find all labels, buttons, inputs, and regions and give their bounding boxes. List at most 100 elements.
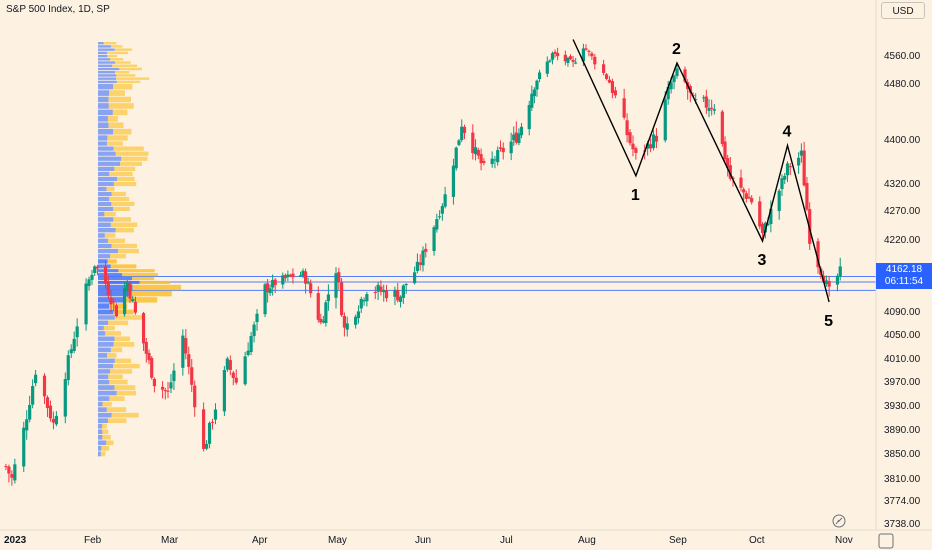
candle <box>802 141 806 187</box>
volume-profile-row <box>98 74 136 77</box>
candle <box>739 169 743 192</box>
candle <box>69 344 73 359</box>
last-price: 4162.18 <box>885 264 923 275</box>
candle <box>309 279 313 298</box>
candle <box>181 329 185 376</box>
candle <box>550 51 555 65</box>
candle <box>415 253 419 274</box>
volume-profile-row <box>98 401 112 407</box>
candle <box>838 257 842 281</box>
volume-profile-row <box>98 284 182 291</box>
candle <box>301 268 305 279</box>
currency-selector[interactable]: USD <box>881 2 925 19</box>
candle <box>566 56 570 67</box>
candle <box>283 273 287 282</box>
volume-profile-row <box>98 128 132 135</box>
volume-profile-row <box>98 233 116 238</box>
candle <box>112 298 116 312</box>
time-tick-label: Sep <box>669 535 687 546</box>
candle <box>742 187 746 201</box>
candle <box>7 464 11 483</box>
candle <box>34 369 38 387</box>
candle <box>122 281 127 317</box>
volume-profile-row <box>98 171 133 177</box>
candle <box>777 188 781 220</box>
volume-profile-row <box>98 109 128 116</box>
candle <box>321 315 325 324</box>
price-tick-label: 3850.00 <box>884 449 921 460</box>
candle <box>747 188 751 200</box>
candle <box>424 243 428 258</box>
candle <box>602 59 606 76</box>
volume-profile-row <box>98 276 155 281</box>
candle <box>509 132 513 161</box>
candle <box>663 91 667 143</box>
candle <box>125 279 129 298</box>
candle <box>421 246 425 272</box>
candle <box>291 268 295 284</box>
candle <box>517 128 521 146</box>
candle <box>816 238 820 274</box>
candle <box>75 318 79 347</box>
replay-icon[interactable] <box>832 514 846 528</box>
candle <box>704 89 708 114</box>
price-tick-label: 4480.00 <box>884 79 921 90</box>
candle <box>438 210 442 220</box>
candle <box>783 173 787 185</box>
candle <box>537 69 542 83</box>
candle <box>337 267 341 290</box>
candle <box>720 109 724 147</box>
candle <box>398 295 403 308</box>
volume-profile-row <box>98 325 115 331</box>
volume-profile-row <box>98 358 132 364</box>
candle <box>607 76 612 84</box>
price-tick-label: 4010.00 <box>884 354 921 365</box>
candle <box>443 186 447 209</box>
candle <box>593 53 597 70</box>
candle <box>545 56 549 78</box>
time-tick-label: Aug <box>578 535 596 546</box>
price-tick-label: 3774.00 <box>884 496 921 507</box>
volume-profile-row <box>98 315 144 320</box>
candle <box>45 395 50 417</box>
candle <box>31 379 35 409</box>
candle <box>304 268 308 294</box>
price-tick-label: 4320.00 <box>884 179 921 190</box>
candle <box>10 470 14 486</box>
candle <box>382 284 386 302</box>
candle <box>726 154 730 177</box>
volume-profile-row <box>98 248 139 254</box>
candle <box>63 372 67 424</box>
time-tick-label: Feb <box>84 535 102 546</box>
settings-icon[interactable] <box>878 533 894 549</box>
candle <box>152 377 157 393</box>
candle <box>702 95 706 103</box>
candle <box>723 136 727 162</box>
candle <box>225 356 229 373</box>
candle <box>234 369 238 385</box>
price-tick-label: 3930.00 <box>884 401 921 412</box>
volume-profile-row <box>98 390 136 396</box>
candle <box>451 158 456 205</box>
volume-profile-row <box>98 77 150 80</box>
volume-profile-row <box>98 227 134 233</box>
volume-profile-row <box>98 363 140 369</box>
candle <box>266 278 270 303</box>
volume-profile-row <box>98 116 118 122</box>
candle <box>246 342 250 357</box>
candle <box>84 278 88 331</box>
candle <box>109 289 113 313</box>
candle <box>228 355 232 376</box>
volume-profile-row <box>98 297 158 303</box>
candle <box>501 142 505 160</box>
candle <box>473 139 478 161</box>
volume-profile-row <box>98 45 123 48</box>
candle <box>268 284 272 296</box>
volume-profile-row <box>98 429 109 435</box>
candle <box>628 129 632 146</box>
candle <box>231 371 235 386</box>
time-tick-label: Jun <box>415 535 431 546</box>
volume-profile-row <box>98 141 123 146</box>
candle <box>651 130 656 151</box>
